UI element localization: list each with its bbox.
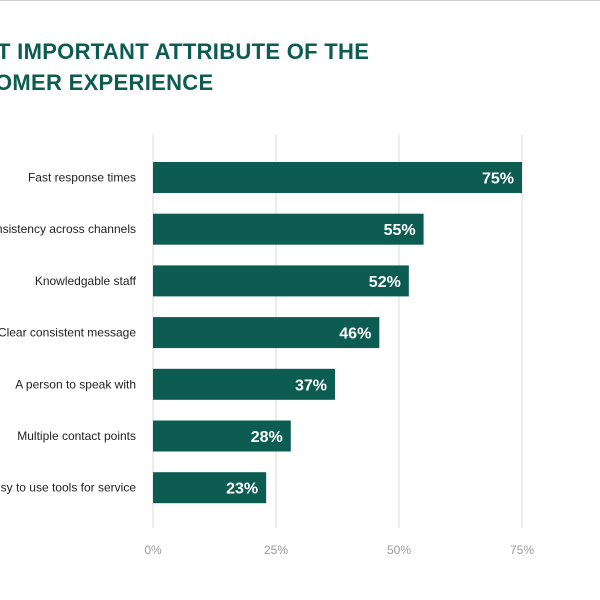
x-tick-label: 50% xyxy=(387,543,411,557)
bar xyxy=(153,472,267,504)
data-label: 37% xyxy=(295,377,327,394)
data-label: 23% xyxy=(226,481,258,498)
category-label: sy to use tools for service xyxy=(1,481,137,495)
chart-title-line-1: T IMPORTANT ATTRIBUTE OF THE xyxy=(0,39,370,64)
bar xyxy=(153,368,336,400)
x-tick-label: 0% xyxy=(144,543,162,557)
bar xyxy=(153,265,409,297)
category-label: nsistency across channels xyxy=(0,222,136,236)
chart-title-line-2: OMER EXPERIENCE xyxy=(0,70,214,95)
category-label: Clear consistent message xyxy=(0,326,136,340)
bar xyxy=(153,317,380,349)
x-tick-label: 25% xyxy=(264,543,288,557)
data-label: 52% xyxy=(369,274,401,291)
data-label: 75% xyxy=(482,171,514,188)
bar xyxy=(153,213,424,245)
category-label: A person to speak with xyxy=(15,377,136,391)
top-border xyxy=(0,0,600,1)
chart-title: T IMPORTANT ATTRIBUTE OF THE OMER EXPERI… xyxy=(0,36,600,98)
x-tick-label: 75% xyxy=(510,543,534,557)
data-label: 46% xyxy=(339,326,371,343)
bar xyxy=(153,162,522,193)
bar xyxy=(153,420,291,452)
data-label: 55% xyxy=(384,222,416,239)
category-label: Knowledgable staff xyxy=(35,274,137,288)
data-label: 28% xyxy=(251,429,283,446)
category-label: Fast response times xyxy=(28,171,136,185)
category-label: Multiple contact points xyxy=(17,429,136,443)
